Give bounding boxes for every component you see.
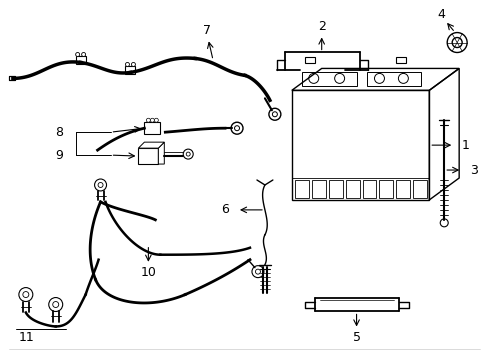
Bar [396,58,406,63]
Bar [301,72,356,86]
Bar [412,180,427,198]
Text: 10: 10 [140,266,156,279]
Bar [125,67,135,75]
Bar [311,180,325,198]
Circle shape [154,118,158,122]
Polygon shape [138,142,164,148]
Bar [294,180,308,198]
Polygon shape [158,142,164,164]
Bar [144,122,160,134]
Text: 2: 2 [317,20,325,33]
Circle shape [150,118,154,122]
Text: 11: 11 [19,331,35,344]
Bar [379,180,393,198]
Circle shape [125,62,129,67]
Text: 9: 9 [55,149,62,162]
Bar [76,57,85,64]
Circle shape [146,118,150,122]
Bar [138,148,158,164]
Bar [362,180,376,198]
Circle shape [81,53,85,57]
Text: 1: 1 [461,139,469,152]
Text: 5: 5 [352,331,360,344]
Bar [396,180,409,198]
Text: 4: 4 [436,8,444,21]
Text: 6: 6 [221,203,228,216]
Circle shape [76,53,80,57]
Bar [366,72,421,86]
Bar [345,180,359,198]
Bar [328,180,342,198]
Bar [291,90,428,200]
Bar [304,58,314,63]
Text: 3: 3 [469,163,477,176]
Text: 7: 7 [203,24,211,37]
Bar [9,76,15,80]
Circle shape [131,62,135,67]
Text: 8: 8 [55,126,62,139]
